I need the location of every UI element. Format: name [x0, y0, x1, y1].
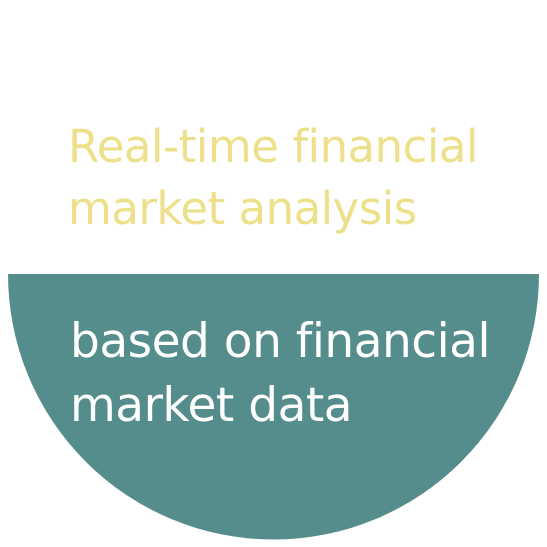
- lower-half-circle: [8, 274, 539, 540]
- bottom-caption-line-1: based on financial: [70, 314, 491, 369]
- top-caption-line-2: market analysis: [68, 182, 417, 235]
- bottom-caption-line-2: market data: [70, 378, 353, 433]
- bottom-caption: based on financial market data: [70, 310, 491, 438]
- top-caption-line-1: Real-time financial: [68, 120, 479, 173]
- top-caption: Real-time financial market analysis: [68, 116, 479, 240]
